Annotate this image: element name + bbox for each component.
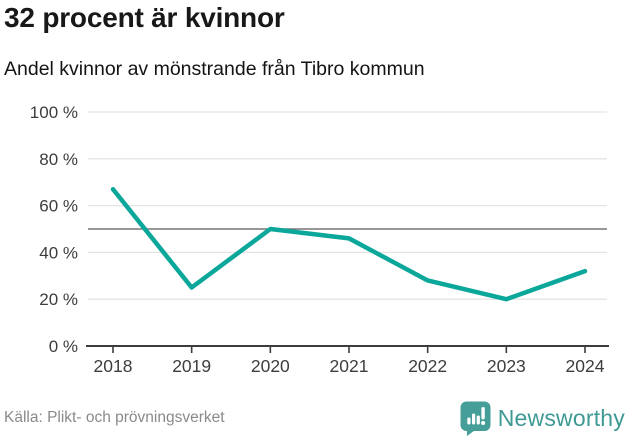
newsworthy-logo: Newsworthy [460,401,625,436]
x-axis-label: 2018 [94,356,133,376]
y-axis-label: 100 % [30,103,78,122]
x-axis-label: 2019 [172,356,211,376]
y-axis-label: 0 % [49,337,78,356]
y-axis-label: 60 % [39,197,78,216]
line-chart: 0 % 20 % 40 % 60 % 80 % 100 % 2018 2019 2020 2021… [30,103,609,376]
chart-footer: Källa: Plikt- och prövningsverket Newswo… [4,400,625,436]
x-axis-label: 2023 [487,356,526,376]
data-line [110,186,588,302]
newsworthy-wordmark: Newsworthy [497,404,625,431]
x-axis-label: 2022 [408,356,447,376]
chart-subtitle: Andel kvinnor av mönstrande från Tibro k… [4,58,425,80]
x-axis-label: 2024 [566,356,605,376]
x-axis-label: 2021 [330,356,369,376]
y-axis-label: 40 % [39,243,78,262]
newsworthy-logo-icon [460,401,491,436]
chart-title: 32 procent är kvinnor [4,2,285,33]
source-note: Källa: Plikt- och prövningsverket [4,409,225,426]
y-axis-label: 80 % [39,150,78,169]
x-axis-label: 2020 [251,356,290,376]
y-axis-label: 20 % [39,290,78,309]
